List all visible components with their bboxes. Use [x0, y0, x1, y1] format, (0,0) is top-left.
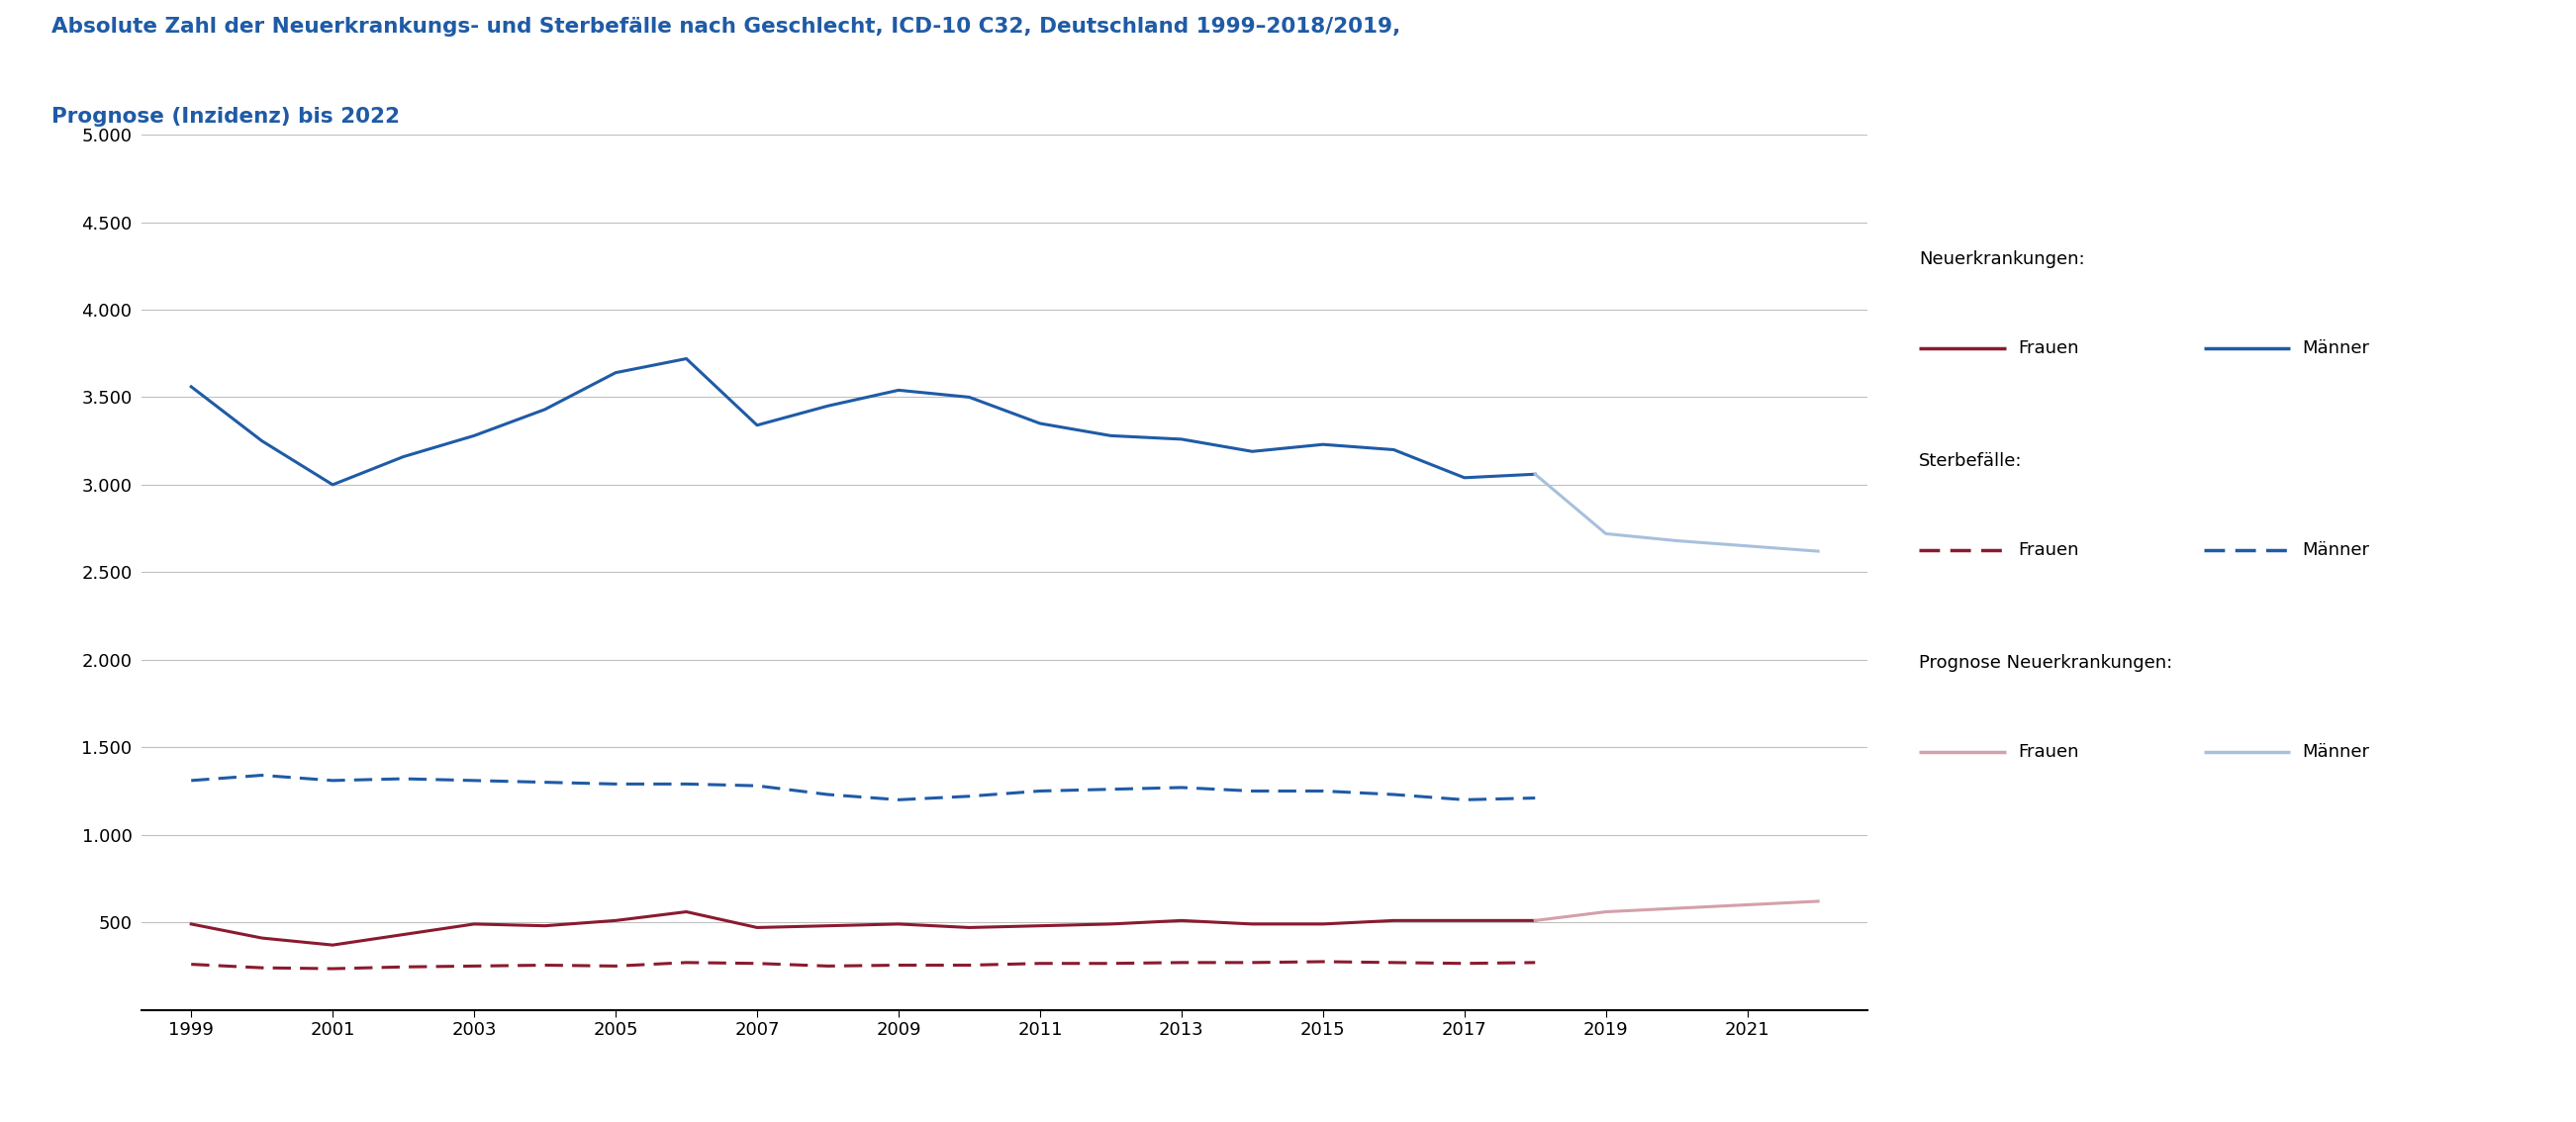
Text: Männer: Männer [2303, 743, 2370, 761]
Text: Frauen: Frauen [2017, 339, 2079, 357]
Text: Männer: Männer [2303, 339, 2370, 357]
Text: Neuerkrankungen:: Neuerkrankungen: [1919, 250, 2084, 268]
Text: Prognose Neuerkrankungen:: Prognose Neuerkrankungen: [1919, 654, 2172, 672]
Text: Frauen: Frauen [2017, 743, 2079, 761]
Text: Männer: Männer [2303, 541, 2370, 559]
Text: Absolute Zahl der Neuerkrankungs- und Sterbefälle nach Geschlecht, ICD-10 C32, D: Absolute Zahl der Neuerkrankungs- und St… [52, 17, 1401, 37]
Text: Sterbefälle:: Sterbefälle: [1919, 452, 2022, 470]
Text: Frauen: Frauen [2017, 541, 2079, 559]
Text: Prognose (Inzidenz) bis 2022: Prognose (Inzidenz) bis 2022 [52, 107, 399, 127]
